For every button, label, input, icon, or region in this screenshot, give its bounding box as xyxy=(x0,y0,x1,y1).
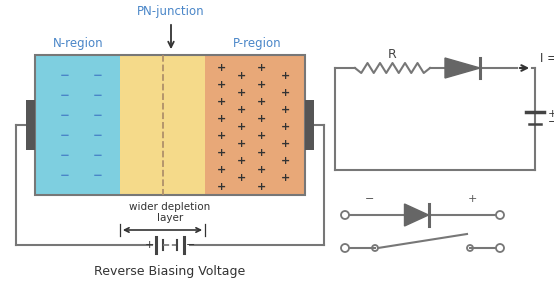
Text: −: − xyxy=(60,89,70,102)
Text: +: + xyxy=(217,148,227,158)
Text: +: + xyxy=(548,109,554,119)
Text: +: + xyxy=(280,173,290,183)
Text: +: + xyxy=(258,165,266,175)
Text: PN-junction: PN-junction xyxy=(137,6,205,19)
Polygon shape xyxy=(404,204,428,226)
Text: +: + xyxy=(217,114,227,124)
Text: −: − xyxy=(60,169,70,182)
Text: layer: layer xyxy=(157,213,183,223)
Text: +: + xyxy=(258,80,266,90)
Text: +: + xyxy=(258,114,266,124)
Text: +: + xyxy=(280,156,290,166)
Text: +: + xyxy=(237,122,247,132)
Text: N-region: N-region xyxy=(53,36,103,50)
Text: +: + xyxy=(237,139,247,149)
Text: −: − xyxy=(548,117,554,127)
Bar xyxy=(35,55,305,195)
Text: +: + xyxy=(468,194,476,204)
Text: +: + xyxy=(258,182,266,192)
Text: +: + xyxy=(217,165,227,175)
Text: +: + xyxy=(280,71,290,81)
Text: +: + xyxy=(237,71,247,81)
Text: −: − xyxy=(60,129,70,142)
Text: −: − xyxy=(93,129,103,142)
Polygon shape xyxy=(445,58,480,78)
Text: +: + xyxy=(280,122,290,132)
Text: +: + xyxy=(217,182,227,192)
Text: +: + xyxy=(258,131,266,141)
Bar xyxy=(35,55,120,195)
Text: +: + xyxy=(280,88,290,98)
Text: +: + xyxy=(258,97,266,107)
Text: +: + xyxy=(258,63,266,73)
Text: −: − xyxy=(93,89,103,102)
Text: +: + xyxy=(237,156,247,166)
Text: +: + xyxy=(280,139,290,149)
Text: +: + xyxy=(217,80,227,90)
Text: +: + xyxy=(237,105,247,115)
Text: −: − xyxy=(365,194,375,204)
Text: +: + xyxy=(258,148,266,158)
Text: +: + xyxy=(237,88,247,98)
Text: −: − xyxy=(93,69,103,81)
Text: +: + xyxy=(280,105,290,115)
Bar xyxy=(26,100,35,150)
Text: P-region: P-region xyxy=(233,36,281,50)
Text: +: + xyxy=(217,131,227,141)
Bar xyxy=(120,55,205,195)
Text: +: + xyxy=(237,173,247,183)
Text: +: + xyxy=(144,240,153,250)
Text: −: − xyxy=(186,240,196,250)
Text: −: − xyxy=(93,109,103,122)
Text: wider depletion: wider depletion xyxy=(130,202,211,212)
Text: I = 0: I = 0 xyxy=(540,52,554,65)
Text: −: − xyxy=(60,69,70,81)
Text: R: R xyxy=(388,47,397,61)
Text: −: − xyxy=(93,169,103,182)
Text: +: + xyxy=(217,97,227,107)
Bar xyxy=(305,100,314,150)
Text: −: − xyxy=(93,149,103,162)
Bar xyxy=(205,55,305,195)
Text: Reverse Biasing Voltage: Reverse Biasing Voltage xyxy=(94,265,245,277)
Text: −: − xyxy=(60,109,70,122)
Text: +: + xyxy=(217,63,227,73)
Text: −: − xyxy=(60,149,70,162)
